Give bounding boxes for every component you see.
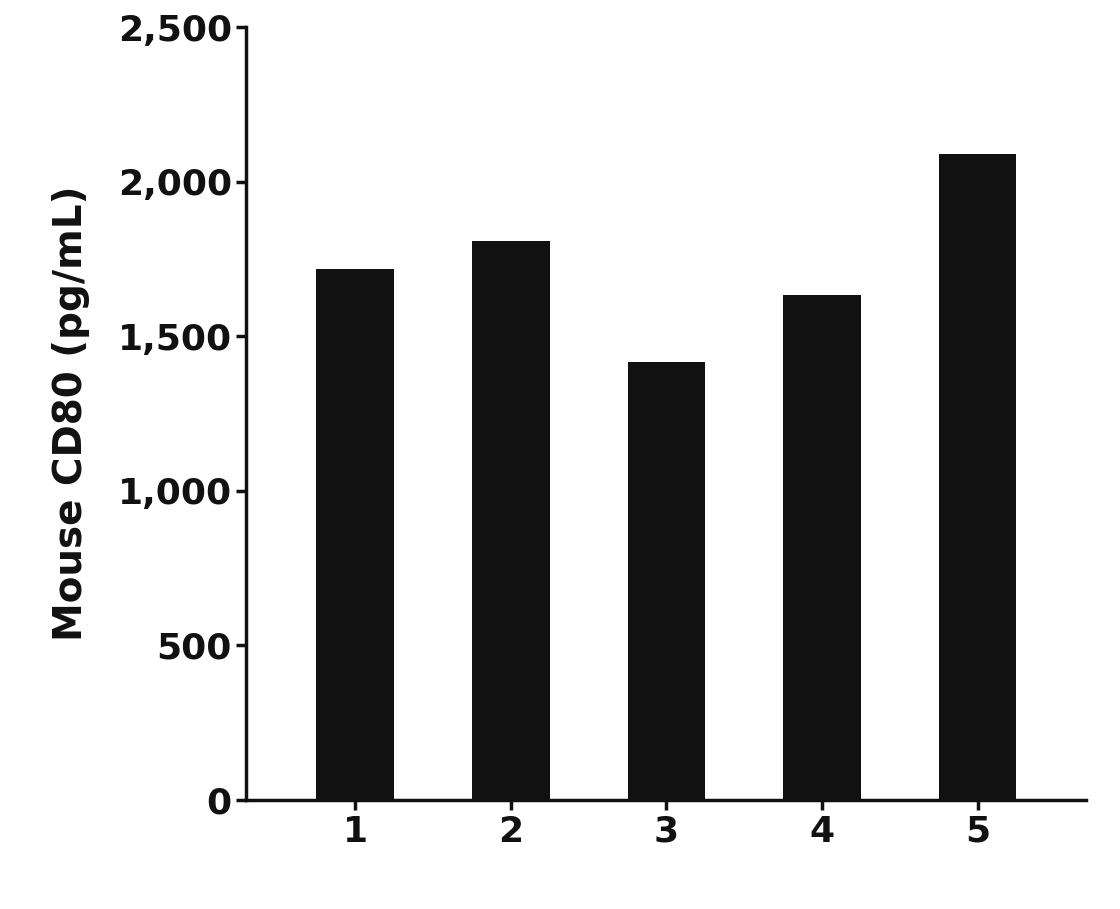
Bar bbox=[472, 241, 550, 800]
Bar bbox=[939, 154, 1016, 800]
Y-axis label: Mouse CD80 (pg/mL): Mouse CD80 (pg/mL) bbox=[52, 185, 90, 642]
Bar bbox=[783, 295, 861, 800]
Bar bbox=[627, 362, 706, 800]
Bar bbox=[317, 269, 394, 800]
